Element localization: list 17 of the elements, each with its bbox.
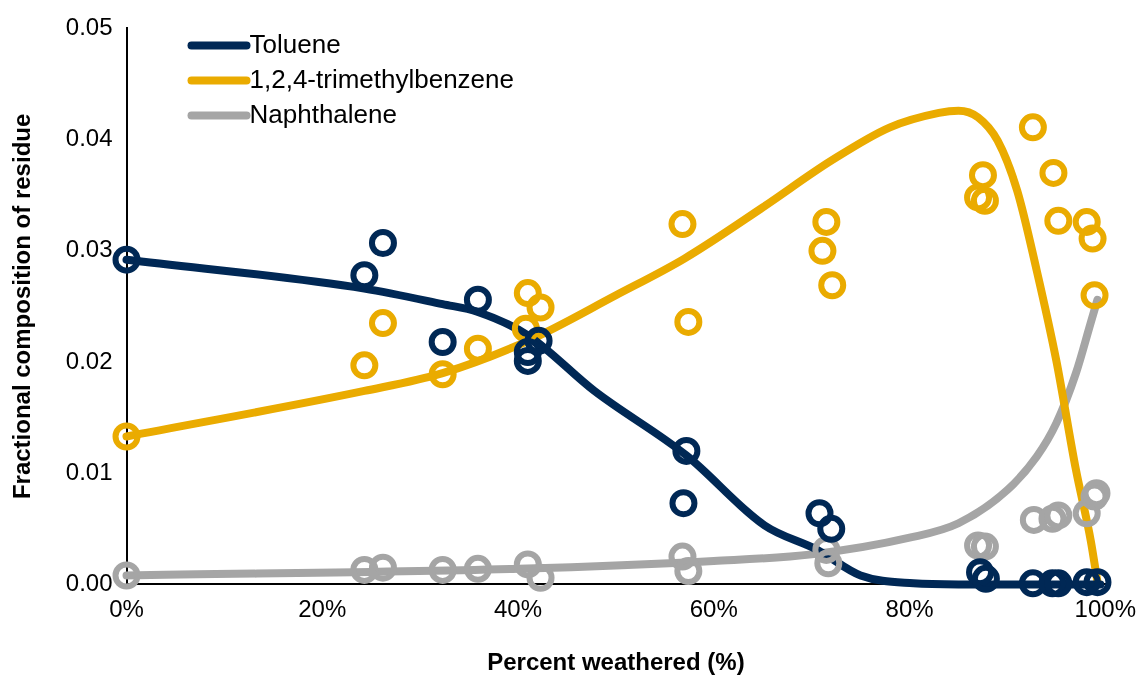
x-tick-label: 100% (1074, 595, 1136, 623)
y-tick-label: 0.02 (65, 346, 113, 374)
y-tick-label: 0.03 (65, 235, 113, 263)
x-tick-label: 20% (298, 595, 347, 623)
y-tick-label: 0.04 (65, 124, 113, 152)
x-tick-label: 60% (689, 595, 738, 623)
x-tick-label: 80% (885, 595, 934, 623)
legend-label: Toluene (249, 28, 341, 59)
legend-label: Naphthalene (249, 98, 397, 129)
y-tick-label: 0.00 (65, 569, 113, 597)
x-tick-label: 40% (494, 595, 543, 623)
x-axis-title: Percent weathered (%) (487, 648, 745, 676)
y-tick-label: 0.05 (65, 13, 113, 41)
y-axis-title: Fractional composition of residue (8, 113, 36, 500)
y-tick-label: 0.01 (65, 457, 113, 485)
legend-label: 1,2,4-trimethylbenzene (249, 63, 514, 94)
x-tick-label: 0% (109, 595, 144, 623)
